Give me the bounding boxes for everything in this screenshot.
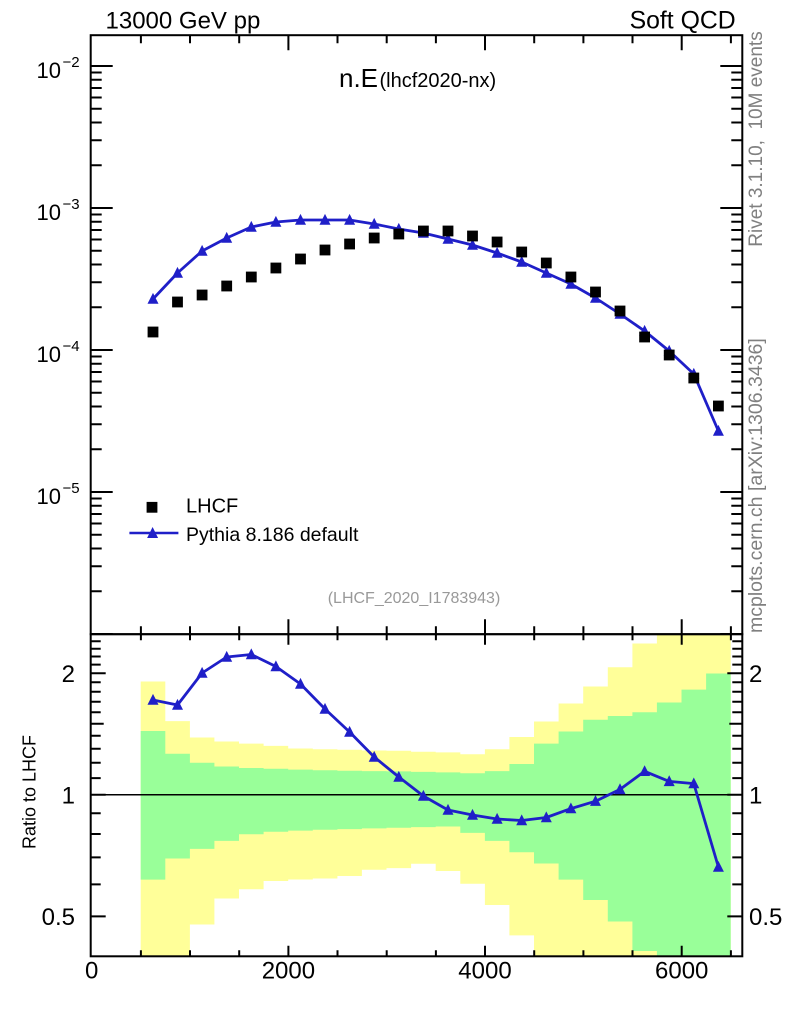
svg-text:4000: 4000 bbox=[458, 958, 511, 985]
svg-text:(lhcf2020-nx): (lhcf2020-nx) bbox=[380, 70, 497, 92]
svg-text:Pythia 8.186 default: Pythia 8.186 default bbox=[186, 524, 359, 546]
svg-text:10: 10 bbox=[37, 342, 61, 367]
svg-text:0.5: 0.5 bbox=[42, 904, 75, 931]
svg-text:Rivet 3.1.10, 10M events: Rivet 3.1.10, 10M events bbox=[746, 31, 767, 246]
svg-text:0: 0 bbox=[85, 958, 98, 985]
svg-text:0.5: 0.5 bbox=[749, 904, 782, 931]
svg-text:Ratio to LHCF: Ratio to LHCF bbox=[20, 735, 40, 849]
svg-text:2: 2 bbox=[749, 661, 762, 688]
svg-text:−3: −3 bbox=[63, 196, 80, 213]
svg-text:mcplots.cern.ch [arXiv:1306.34: mcplots.cern.ch [arXiv:1306.3436] bbox=[745, 338, 767, 633]
svg-text:2000: 2000 bbox=[262, 958, 315, 985]
svg-text:−5: −5 bbox=[63, 480, 80, 497]
svg-text:−2: −2 bbox=[63, 54, 80, 71]
svg-text:10: 10 bbox=[37, 200, 61, 225]
svg-text:LHCF: LHCF bbox=[186, 495, 238, 517]
svg-text:n.E: n.E bbox=[339, 63, 378, 93]
svg-text:2: 2 bbox=[62, 661, 75, 688]
svg-text:1: 1 bbox=[749, 783, 762, 810]
svg-text:−4: −4 bbox=[63, 338, 80, 355]
svg-text:6000: 6000 bbox=[655, 958, 708, 985]
svg-text:10: 10 bbox=[37, 484, 61, 509]
svg-text:Soft QCD: Soft QCD bbox=[630, 8, 736, 35]
svg-text:10: 10 bbox=[37, 58, 61, 83]
svg-text:1: 1 bbox=[62, 783, 75, 810]
svg-text:(LHCF_2020_I1783943): (LHCF_2020_I1783943) bbox=[328, 590, 501, 607]
svg-text:13000 GeV pp: 13000 GeV pp bbox=[106, 8, 261, 35]
